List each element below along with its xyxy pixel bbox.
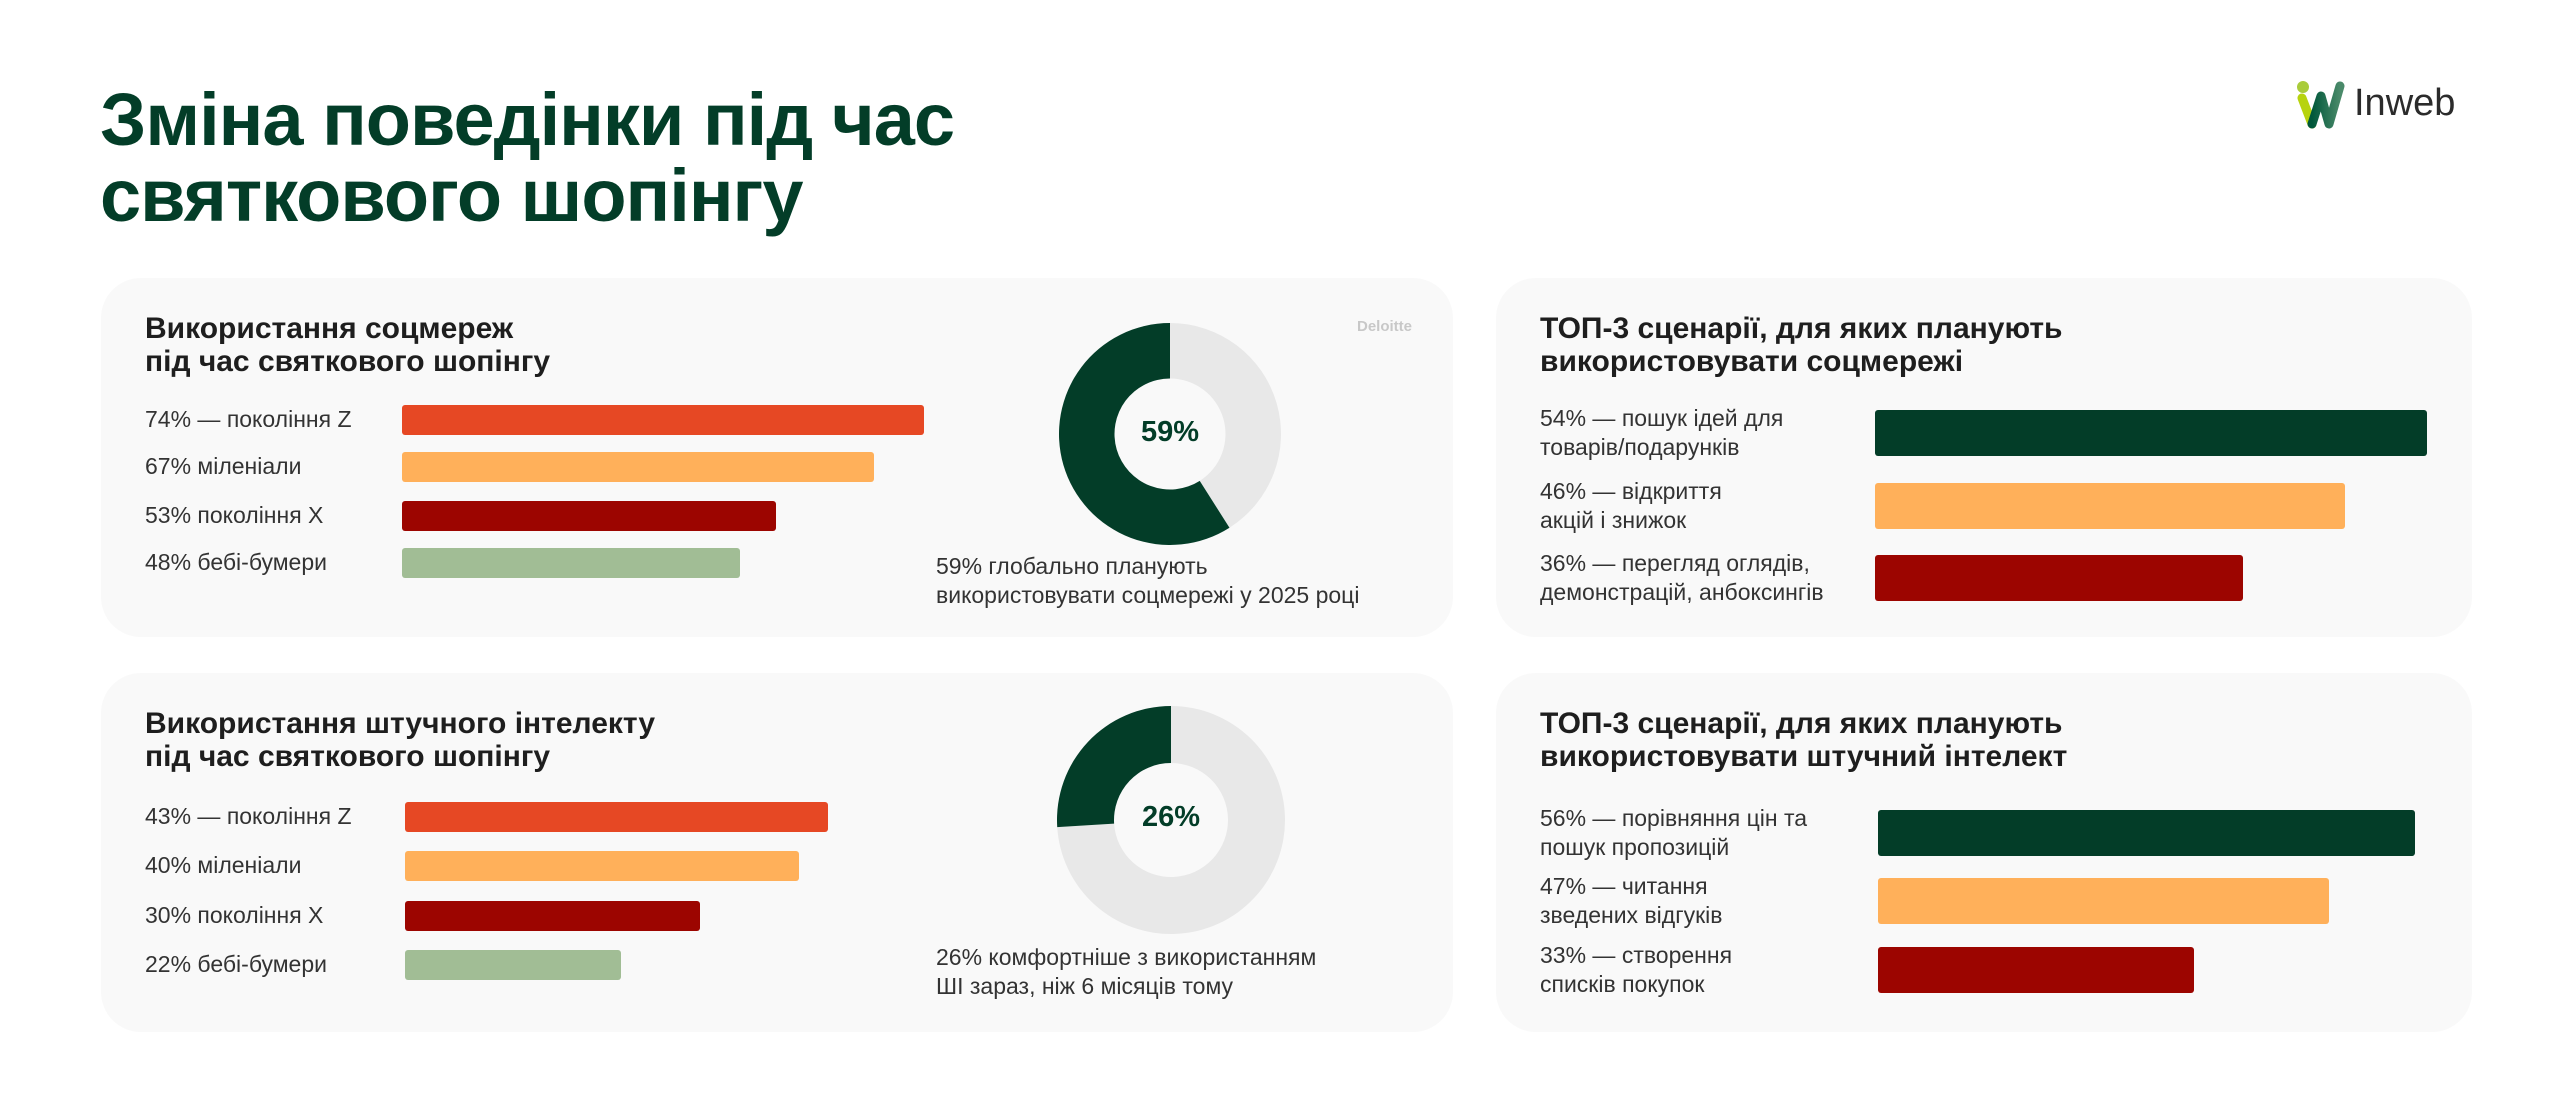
social-media-donut: [1059, 323, 1281, 545]
donut-remainder-segment: [1170, 323, 1281, 528]
bar: [405, 802, 829, 832]
donut-caption: 26% комфортніше з використанням ШІ зараз,…: [936, 944, 1317, 999]
bar-label-line: демонстрацій, анбоксингів: [1540, 579, 1824, 605]
bar: [402, 452, 875, 482]
card-title: Використання соцмереж під час святкового …: [145, 312, 551, 378]
bar-label: 53% покоління X: [145, 502, 324, 528]
donut-value-segment: [1057, 706, 1171, 828]
card-title: ТОП-3 сценарії, для яких планують викорис…: [1540, 312, 2063, 378]
card-title: Використання штучного інтелекту під час с…: [145, 707, 656, 773]
ai-top3-card: ТОП-3 сценарії, для яких планують викорис…: [1496, 673, 2472, 1032]
bar: [402, 405, 924, 435]
title-line-1: Зміна поведінки під час: [100, 78, 955, 161]
bar-label-line: 46% — відкриття: [1540, 478, 1722, 504]
bar-label: 48% бебі-бумери: [145, 549, 327, 575]
bar-label: 36% — перегляд оглядів, демонстрацій, анб…: [1540, 549, 1824, 607]
bar: [405, 851, 799, 881]
donut-center-label: 59%: [1140, 416, 1200, 448]
inweb-logo: Inweb: [2296, 80, 2486, 130]
bar-label-line: списків покупок: [1540, 971, 1705, 997]
bar: [402, 501, 776, 531]
bar: [405, 950, 622, 980]
bar-label-line: зведених відгуків: [1540, 902, 1723, 928]
inweb-logo-icon: [2297, 81, 2345, 129]
bar-label-line: 36% — перегляд оглядів,: [1540, 550, 1810, 576]
bar-label: 74% — покоління Z: [145, 406, 352, 432]
bar-label-line: акцій і знижок: [1540, 507, 1687, 533]
bar-label: 67% міленіали: [145, 453, 302, 479]
bar-label-line: 56% — порівняння цін та: [1540, 805, 1808, 831]
source-label: Deloitte: [1357, 318, 1413, 335]
bar: [1875, 410, 2427, 456]
bar: [1878, 878, 2329, 924]
bar-label-line: 47% — читання: [1540, 873, 1708, 899]
card-title: ТОП-3 сценарії, для яких планують викорис…: [1540, 707, 2068, 773]
bar-label: 43% — покоління Z: [145, 803, 352, 829]
bar-label: 22% бебі-бумери: [145, 951, 327, 977]
bar: [1875, 483, 2346, 529]
bar: [405, 901, 701, 931]
bar-label: 40% міленіали: [145, 852, 302, 878]
donut-value-segment: [1059, 323, 1230, 545]
bar: [1878, 947, 2195, 993]
bar-label: 46% — відкриття акцій і знижок: [1540, 477, 1722, 535]
bar-label: 30% покоління X: [145, 902, 324, 928]
bar-label-line: товарів/подарунків: [1540, 434, 1740, 460]
bar-label: 33% — створення списків покупок: [1540, 941, 1732, 999]
bar: [402, 548, 741, 578]
bar-label: 56% — порівняння цін та пошук пропозицій: [1540, 804, 1807, 862]
social-media-usage-card: Використання соцмереж під час святкового …: [101, 278, 1453, 637]
donut-center-label: 26%: [1141, 801, 1201, 833]
title-line-2: святкового шопінгу: [100, 154, 803, 237]
page-title: Зміна поведінки під час святкового шопін…: [100, 82, 955, 237]
bar-label-line: 33% — створення: [1540, 942, 1733, 968]
bar-label-line: 54% — пошук ідей для: [1540, 405, 1784, 431]
donut-caption: 59% глобально планують використовувати со…: [936, 553, 1360, 608]
bar-label-line: пошук пропозицій: [1540, 834, 1730, 860]
bar-label: 47% — читання зведених відгуків: [1540, 872, 1722, 930]
bar: [1878, 810, 2416, 856]
ai-donut: [1057, 706, 1285, 934]
social-top3-card: ТОП-3 сценарії, для яких планують викорис…: [1496, 278, 2472, 637]
bar-label: 54% — пошук ідей для товарів/подарунків: [1540, 404, 1783, 462]
donut-remainder-segment: [1057, 706, 1285, 934]
bar: [1875, 555, 2243, 601]
logo-text: Inweb: [2354, 82, 2456, 124]
ai-usage-card: Використання штучного інтелекту під час с…: [101, 673, 1453, 1032]
